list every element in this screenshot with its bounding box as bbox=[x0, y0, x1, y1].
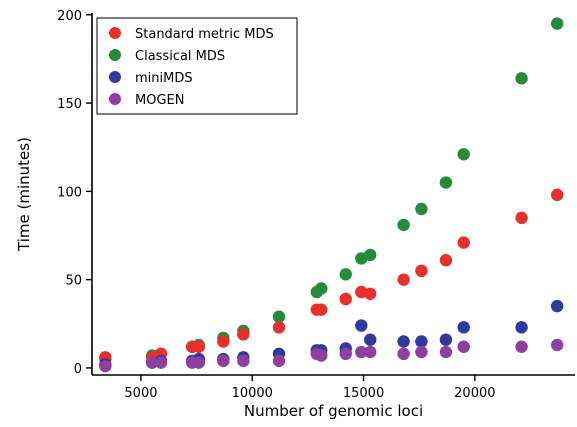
data-point bbox=[339, 347, 352, 361]
data-point bbox=[515, 321, 528, 334]
data-point bbox=[272, 354, 286, 368]
data-point bbox=[397, 347, 410, 361]
data-point bbox=[364, 287, 377, 300]
data-point bbox=[237, 354, 250, 368]
y-tick-label: 50 bbox=[65, 274, 82, 289]
data-point bbox=[339, 268, 352, 281]
data-point bbox=[439, 254, 453, 267]
data-point bbox=[397, 335, 410, 348]
data-point bbox=[415, 335, 428, 348]
data-point bbox=[397, 218, 410, 232]
data-point bbox=[415, 264, 428, 278]
data-point bbox=[457, 148, 470, 161]
data-point bbox=[457, 321, 470, 334]
data-point bbox=[145, 356, 159, 369]
data-point bbox=[439, 176, 453, 189]
data-point bbox=[355, 319, 368, 332]
data-point bbox=[550, 338, 564, 352]
data-point bbox=[457, 340, 470, 353]
data-point bbox=[515, 211, 528, 225]
x-tick-label: 20000 bbox=[454, 386, 495, 401]
data-point bbox=[415, 345, 428, 359]
data-point bbox=[217, 335, 230, 348]
data-point bbox=[415, 202, 428, 216]
data-point bbox=[364, 345, 377, 359]
data-point bbox=[272, 321, 286, 334]
y-axis-label: Time (minutes) bbox=[15, 137, 33, 252]
data-point bbox=[397, 273, 410, 286]
x-tick-label: 15000 bbox=[343, 386, 384, 401]
y-tick-label: 150 bbox=[57, 97, 82, 112]
data-point bbox=[192, 340, 206, 353]
series-2 bbox=[99, 299, 564, 371]
data-point bbox=[217, 354, 230, 368]
y-tick-label: 200 bbox=[57, 9, 82, 24]
x-tick-label: 5000 bbox=[124, 386, 157, 401]
data-point bbox=[550, 188, 564, 202]
data-point bbox=[439, 345, 453, 359]
legend-entry-label: Classical MDS bbox=[135, 49, 225, 64]
data-point bbox=[550, 17, 564, 30]
data-point bbox=[364, 333, 377, 346]
axes: 0 50 100 150 200 5000 10000 15000 20000 bbox=[57, 9, 575, 401]
data-point bbox=[237, 328, 250, 341]
data-point bbox=[550, 299, 564, 313]
data-point bbox=[154, 356, 168, 369]
legend-entry-label: MOGEN bbox=[135, 93, 184, 108]
data-point bbox=[364, 248, 377, 262]
data-point bbox=[315, 349, 328, 362]
data-points bbox=[99, 17, 564, 373]
legend-entry-label: miniMDS bbox=[135, 71, 193, 86]
data-point bbox=[315, 303, 328, 316]
legend: Standard metric MDS Classical MDS miniMDS M… bbox=[96, 17, 298, 115]
legend-entry-label: Standard metric MDS bbox=[135, 27, 274, 42]
data-point bbox=[272, 310, 286, 323]
data-point bbox=[355, 345, 368, 359]
x-axis-label: Number of genomic loci bbox=[244, 402, 423, 420]
data-point bbox=[99, 359, 112, 373]
legend-marker bbox=[109, 71, 121, 83]
data-point bbox=[339, 292, 352, 306]
y-tick-label: 0 bbox=[74, 362, 82, 377]
series-0 bbox=[99, 188, 564, 364]
data-point bbox=[192, 356, 206, 369]
legend-marker bbox=[109, 27, 121, 39]
data-point bbox=[439, 333, 453, 346]
y-tick-label: 100 bbox=[57, 185, 82, 200]
data-point bbox=[515, 72, 528, 85]
data-point bbox=[515, 340, 528, 353]
legend-marker bbox=[109, 49, 121, 61]
legend-marker bbox=[109, 93, 121, 105]
series-3 bbox=[99, 338, 564, 373]
data-point bbox=[315, 282, 328, 295]
legend-box bbox=[96, 17, 298, 115]
data-point bbox=[457, 236, 470, 249]
x-tick-label: 10000 bbox=[232, 386, 273, 401]
